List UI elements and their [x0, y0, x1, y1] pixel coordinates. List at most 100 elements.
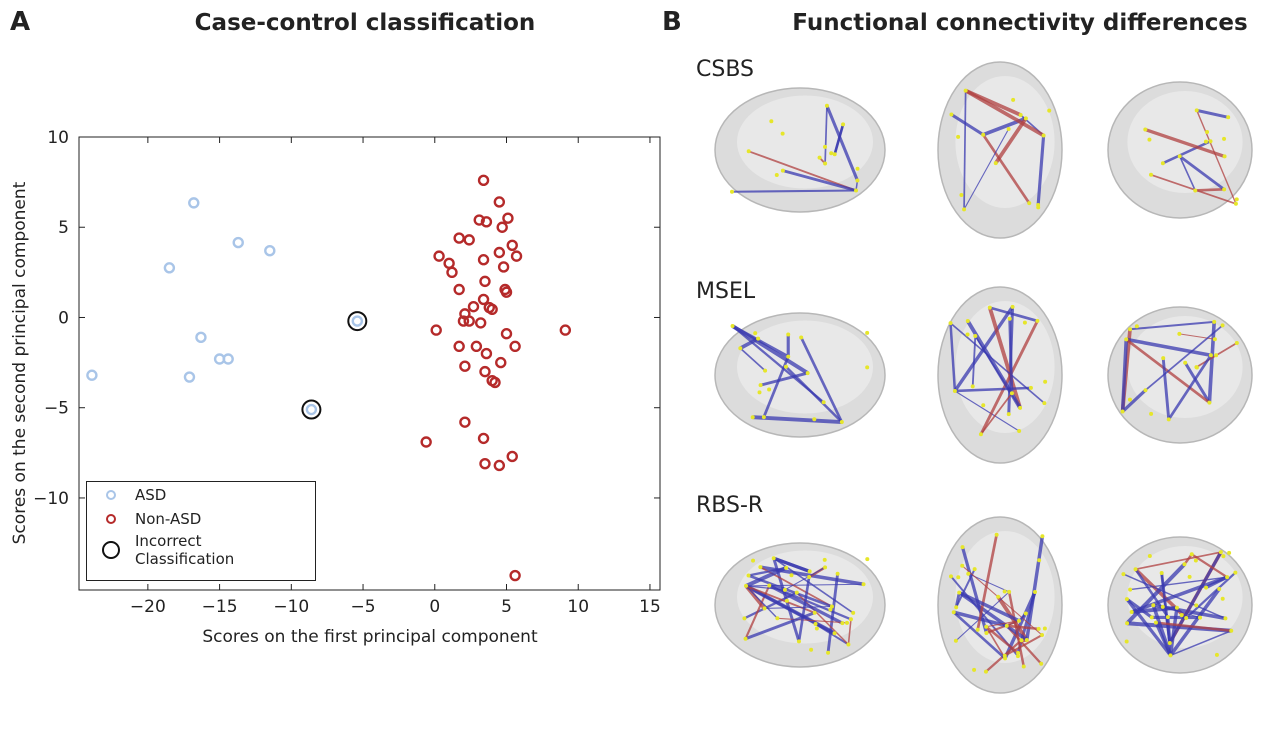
- node: [1043, 627, 1047, 631]
- node: [1190, 552, 1194, 556]
- node: [966, 332, 970, 336]
- node: [849, 617, 853, 621]
- node: [862, 582, 866, 586]
- node: [775, 616, 779, 620]
- node: [1121, 410, 1125, 414]
- node: [840, 621, 844, 625]
- node: [1149, 173, 1153, 177]
- node: [1149, 412, 1153, 416]
- legend: ASDNon-ASDIncorrect Classification: [86, 481, 316, 581]
- node: [1178, 154, 1182, 158]
- point: [508, 241, 517, 250]
- node: [785, 599, 789, 603]
- node: [812, 417, 816, 421]
- node: [954, 605, 958, 609]
- node: [1193, 188, 1197, 192]
- node: [823, 161, 827, 165]
- node: [1213, 337, 1217, 341]
- node: [1207, 401, 1211, 405]
- node: [994, 161, 998, 165]
- node: [956, 575, 960, 579]
- node: [1042, 133, 1046, 137]
- node: [1043, 380, 1047, 384]
- point: [502, 329, 511, 338]
- node: [1017, 429, 1021, 433]
- node: [981, 133, 985, 137]
- node: [1024, 612, 1028, 616]
- point: [482, 349, 491, 358]
- point: [445, 259, 454, 268]
- point: [185, 373, 194, 382]
- node: [758, 565, 762, 569]
- point: [465, 235, 474, 244]
- x-tick-label: 0: [429, 597, 440, 617]
- node: [949, 113, 953, 117]
- node: [1234, 202, 1238, 206]
- point: [499, 262, 508, 271]
- brain-shade: [1127, 316, 1242, 418]
- point: [469, 302, 478, 311]
- node: [1027, 201, 1031, 205]
- node: [1233, 571, 1237, 575]
- legend-marker: [95, 484, 135, 506]
- misclassified-marker: [302, 401, 320, 419]
- y-tick-label: −5: [44, 399, 69, 419]
- point: [465, 317, 474, 326]
- node: [747, 574, 751, 578]
- node: [988, 306, 992, 310]
- x-tick-label: −10: [273, 597, 309, 617]
- point: [87, 371, 96, 380]
- point: [447, 268, 456, 277]
- node: [865, 557, 869, 561]
- y-tick-label: −10: [33, 489, 69, 509]
- node: [956, 135, 960, 139]
- node: [756, 337, 760, 341]
- node: [966, 572, 970, 576]
- node: [1011, 305, 1015, 309]
- node: [833, 631, 837, 635]
- node: [1147, 138, 1151, 142]
- node: [1007, 412, 1011, 416]
- point: [479, 255, 488, 264]
- node: [1167, 417, 1171, 421]
- node: [1125, 621, 1129, 625]
- node: [1184, 616, 1188, 620]
- node: [1217, 587, 1221, 591]
- node: [1215, 653, 1219, 657]
- connection: [732, 191, 856, 192]
- node: [961, 545, 965, 549]
- node: [1194, 559, 1198, 563]
- x-tick-label: 10: [567, 597, 589, 617]
- node: [1042, 401, 1046, 405]
- node: [1037, 558, 1041, 562]
- point: [496, 358, 505, 367]
- node: [833, 152, 837, 156]
- point: [455, 285, 464, 294]
- node: [971, 384, 975, 388]
- node: [1221, 323, 1225, 327]
- node: [1204, 586, 1208, 590]
- node: [751, 559, 755, 563]
- point: [353, 317, 362, 326]
- node: [1188, 575, 1192, 579]
- legend-marker: [95, 539, 135, 561]
- node: [855, 178, 859, 182]
- legend-symbol: [107, 515, 115, 523]
- node: [856, 167, 860, 171]
- node: [781, 132, 785, 136]
- node: [846, 643, 850, 647]
- point: [480, 459, 489, 468]
- node: [1227, 551, 1231, 555]
- node: [1124, 337, 1128, 341]
- point: [455, 342, 464, 351]
- node: [1017, 619, 1021, 623]
- point: [189, 198, 198, 207]
- point: [460, 362, 469, 371]
- legend-entry: ASD: [87, 482, 315, 506]
- node: [1033, 590, 1037, 594]
- point: [511, 342, 520, 351]
- node: [1161, 161, 1165, 165]
- node: [738, 346, 742, 350]
- point: [432, 326, 441, 335]
- node: [747, 149, 751, 153]
